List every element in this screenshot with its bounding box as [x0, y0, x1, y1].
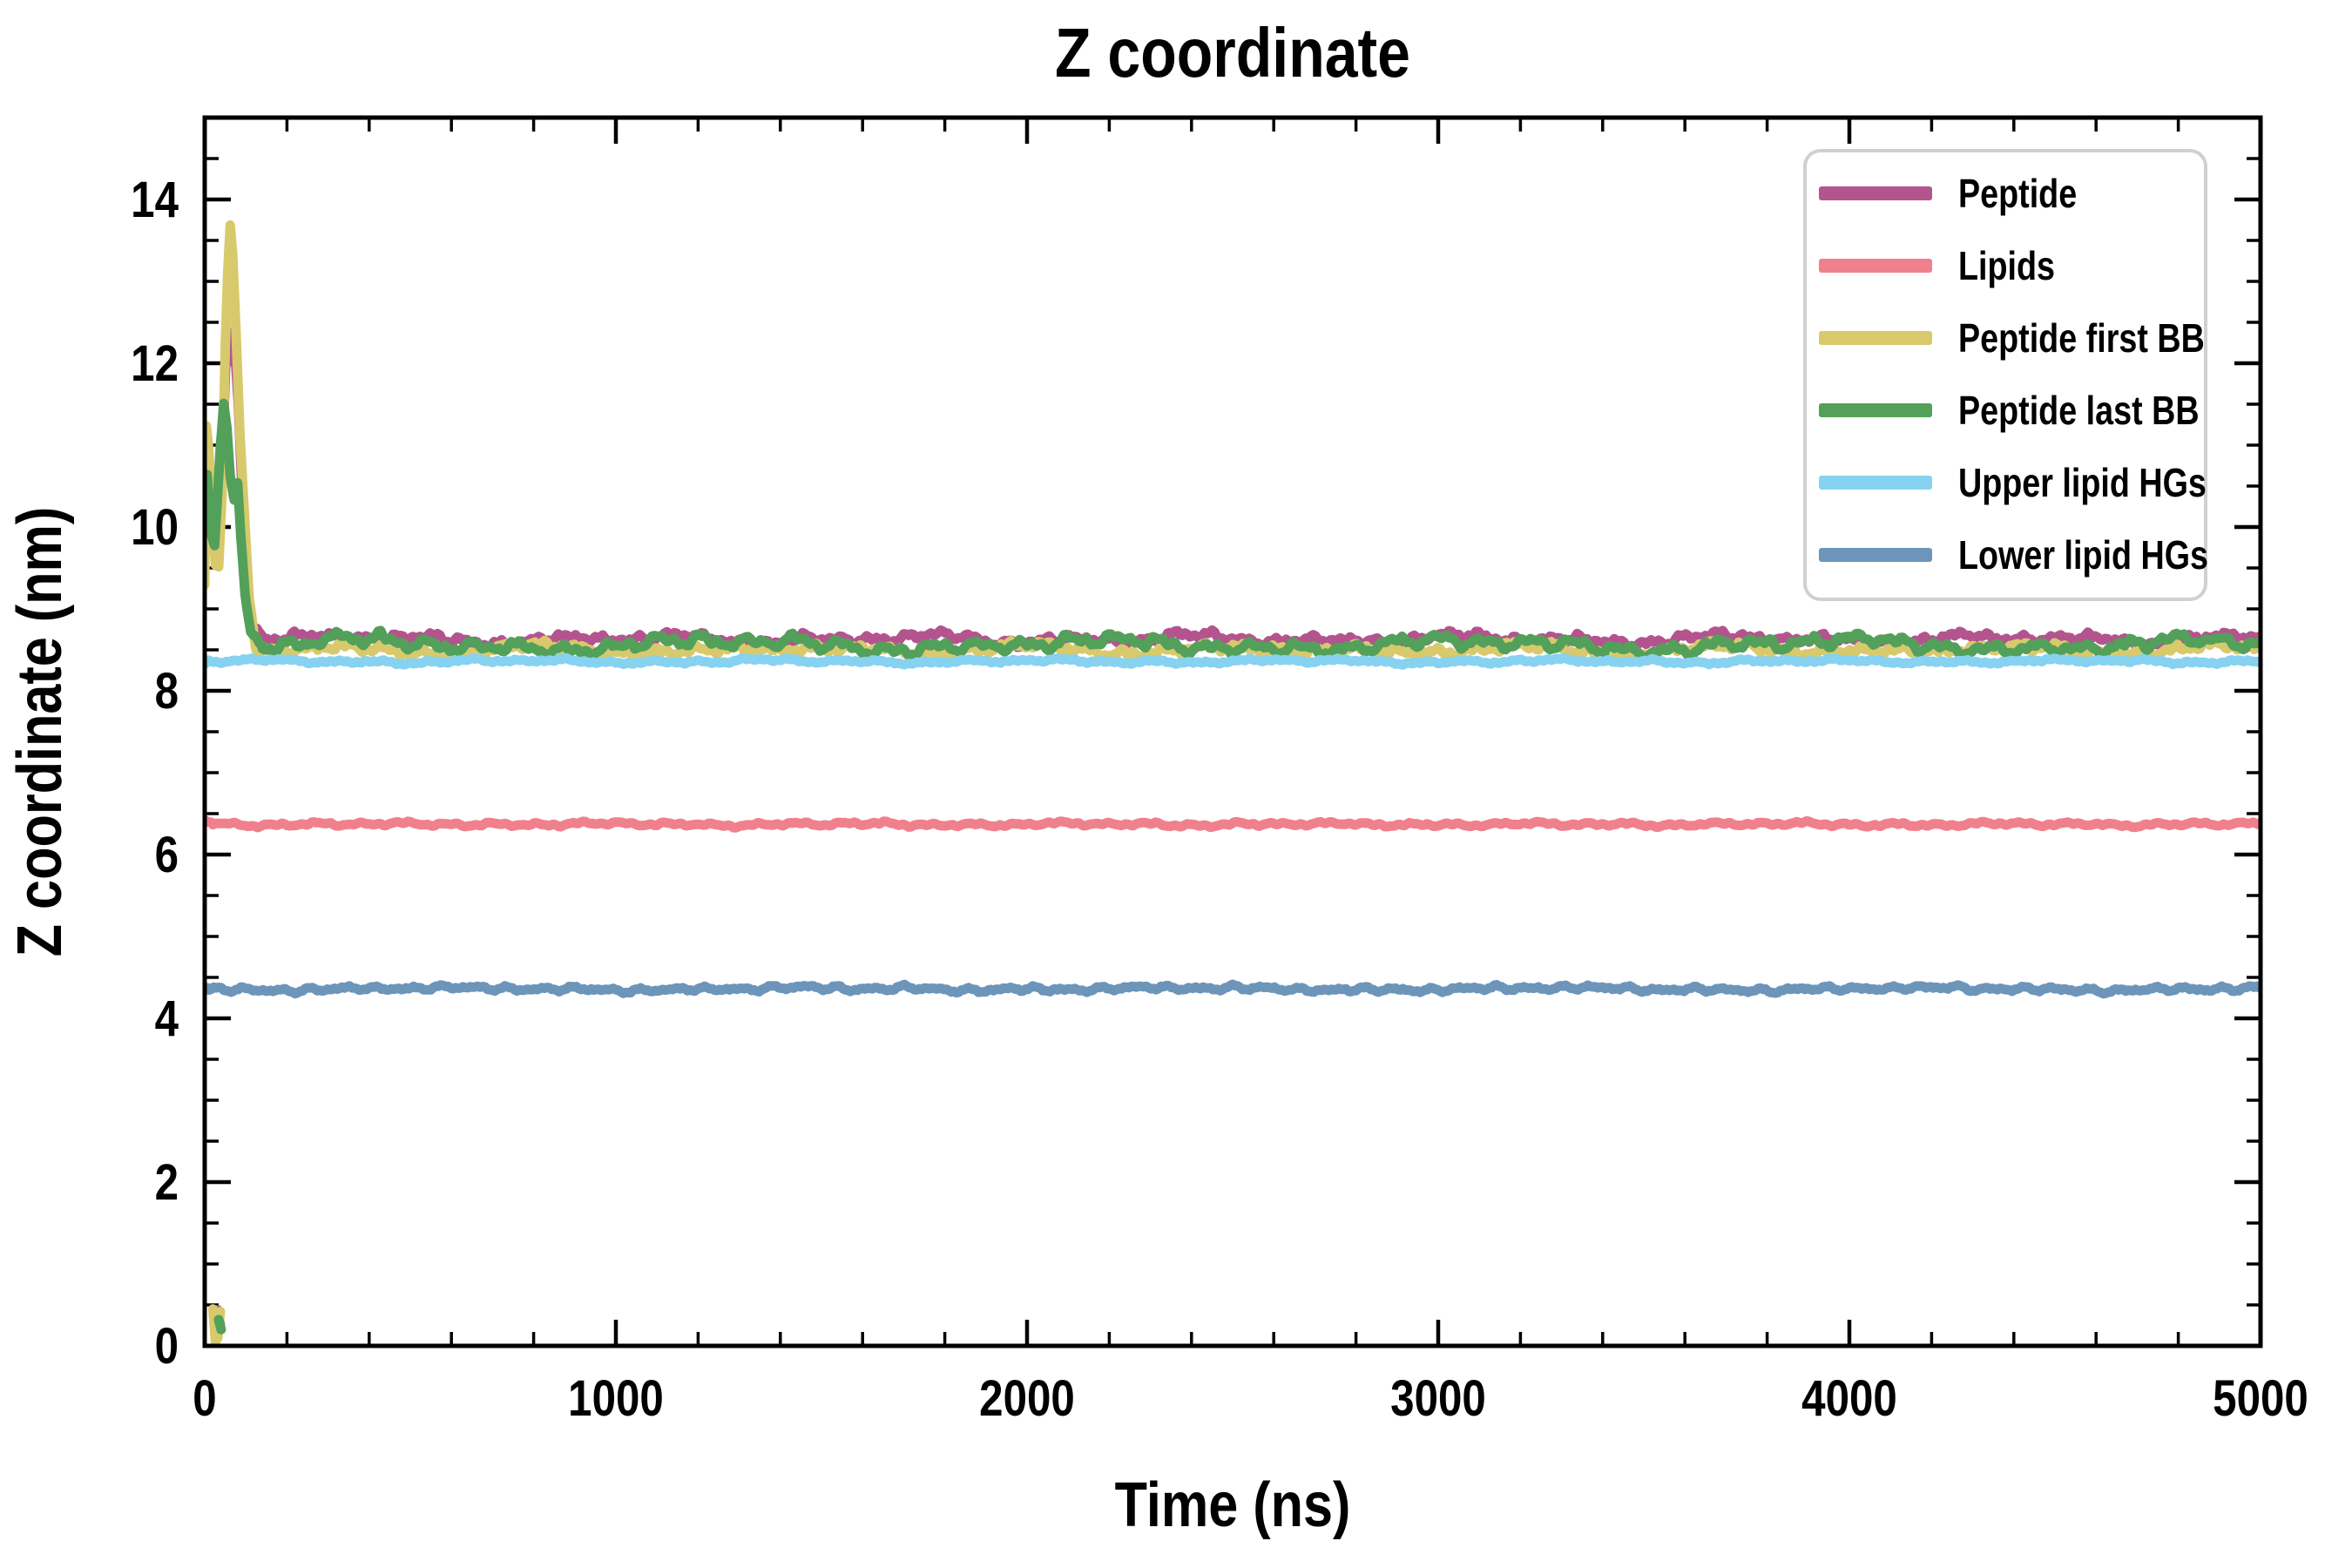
legend-swatch-peptide-first-bb	[1819, 331, 1932, 345]
y-tick-label: 2	[155, 1154, 179, 1211]
x-tick-label: 0	[193, 1370, 216, 1427]
legend-swatch-upper-lipid-hgs	[1819, 476, 1932, 490]
y-tick-label: 10	[131, 499, 179, 556]
series-peptide-last-bb	[213, 1315, 226, 1335]
series-lower-lipid-hgs	[205, 979, 2261, 999]
y-tick-label: 12	[131, 335, 179, 392]
data-series-group	[205, 220, 2261, 1346]
legend-swatch-peptide	[1819, 186, 1932, 200]
y-axis-label: Z coordinate (nm)	[5, 507, 75, 957]
legend-swatch-peptide-last-bb	[1819, 403, 1932, 417]
legend: Peptide Lipids Peptide first BB Peptide las…	[1803, 149, 2208, 601]
legend-swatch-lipids	[1819, 259, 1932, 273]
legend-label-peptide-last-bb: Peptide last BB	[1958, 388, 2200, 432]
series-upper-lipid-hgs	[205, 652, 2261, 670]
legend-label-upper-lipid-hgs: Upper lipid HGs	[1958, 460, 2207, 504]
y-tick-label: 6	[155, 827, 179, 883]
chart-title: Z coordinate	[1055, 14, 1410, 91]
legend-label-lipids: Lipids	[1958, 243, 2055, 287]
y-tick-label: 0	[155, 1318, 179, 1375]
legend-swatch-lower-lipid-hgs	[1819, 548, 1932, 562]
plot-border	[202, 115, 2263, 1348]
series-lipids	[205, 814, 2261, 833]
legend-label-peptide: Peptide	[1958, 171, 2077, 215]
tick-labels: 0 1000 2000 3000 4000 5000 0 2 4 6 8 10 12 14	[131, 172, 2308, 1427]
x-axis-label: Time (ns)	[1115, 1470, 1351, 1540]
y-tick-label: 8	[155, 663, 179, 720]
series-peptide-last-bb	[205, 398, 2261, 665]
y-tick-label: 4	[155, 990, 179, 1047]
x-tick-label: 1000	[568, 1370, 664, 1427]
legend-label-peptide-first-bb: Peptide first BB	[1958, 315, 2205, 360]
x-tick-label: 5000	[2213, 1370, 2308, 1427]
x-tick-label: 3000	[1390, 1370, 1486, 1427]
x-tick-label: 4000	[1801, 1370, 1897, 1427]
x-tick-label: 2000	[979, 1370, 1075, 1427]
legend-label-lower-lipid-hgs: Lower lipid HGs	[1958, 532, 2208, 577]
y-tick-label: 14	[131, 172, 179, 228]
